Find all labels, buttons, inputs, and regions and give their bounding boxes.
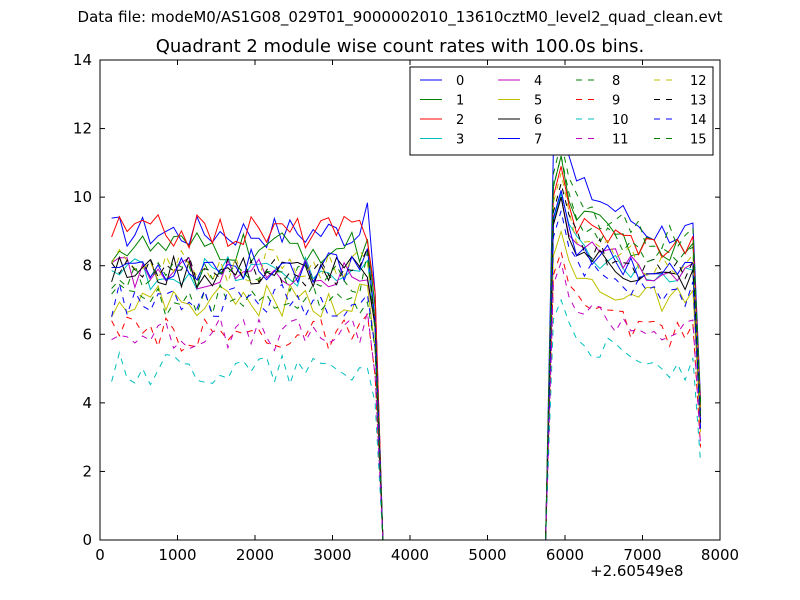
legend-box xyxy=(409,66,714,156)
y-tick-label: 0 xyxy=(82,531,92,549)
series-line-3 xyxy=(111,191,702,541)
x-tick-label: 6000 xyxy=(546,546,584,564)
axis-ticks: 0 1000 2000 3000 4000 5000 6000 7000 80000246810… xyxy=(73,51,739,564)
legend-label-2: 2 xyxy=(456,113,464,128)
x-tick-label: 2000 xyxy=(236,546,274,564)
series-line-12 xyxy=(111,172,702,541)
x-tick-label: 8000 xyxy=(701,546,739,564)
y-tick-label: 10 xyxy=(73,188,92,206)
series-line-11 xyxy=(111,260,702,541)
series-line-15 xyxy=(111,155,702,541)
legend-label-3: 3 xyxy=(456,133,464,148)
x-tick-label: 1000 xyxy=(158,546,196,564)
x-offset-label: +2.60549e8 xyxy=(590,562,684,580)
chart-suptitle: Data file: modeM0/AS1G08_029T01_90000020… xyxy=(77,8,723,26)
y-tick-label: 12 xyxy=(73,120,92,138)
x-tick-label: 0 xyxy=(95,546,105,564)
x-tick-label: 5000 xyxy=(468,546,506,564)
chart-title: Quadrant 2 module wise count rates with … xyxy=(155,36,645,57)
legend-label-13: 13 xyxy=(690,94,707,109)
legend-label-8: 8 xyxy=(612,74,620,89)
series-line-10 xyxy=(111,298,702,541)
legend-label-6: 6 xyxy=(534,113,542,128)
legend-label-7: 7 xyxy=(534,133,542,148)
series-line-13 xyxy=(111,181,702,541)
legend-label-9: 9 xyxy=(612,94,620,109)
y-tick-label: 2 xyxy=(82,462,92,480)
y-tick-label: 6 xyxy=(82,325,92,343)
series-line-0 xyxy=(111,114,702,541)
y-tick-label: 14 xyxy=(73,51,92,69)
x-tick-label: 3000 xyxy=(313,546,351,564)
series-line-9 xyxy=(111,250,702,541)
series-line-1 xyxy=(111,155,702,541)
series-line-4 xyxy=(111,196,702,541)
legend-label-14: 14 xyxy=(690,113,707,128)
legend-label-5: 5 xyxy=(534,94,542,109)
series-line-6 xyxy=(111,196,702,541)
plot-lines xyxy=(111,114,702,541)
series-line-5 xyxy=(111,229,702,541)
legend-label-15: 15 xyxy=(690,133,707,148)
legend-label-10: 10 xyxy=(612,113,629,128)
legend-label-1: 1 xyxy=(456,94,464,109)
legend-label-12: 12 xyxy=(690,74,707,89)
legend-label-11: 11 xyxy=(612,133,629,148)
legend-label-4: 4 xyxy=(534,74,542,89)
y-tick-label: 4 xyxy=(82,394,92,412)
series-line-7 xyxy=(111,190,702,541)
series-line-14 xyxy=(111,210,702,541)
series-line-8 xyxy=(111,142,702,541)
legend-label-0: 0 xyxy=(456,74,464,89)
y-tick-label: 8 xyxy=(82,257,92,275)
x-tick-label: 4000 xyxy=(391,546,429,564)
series-line-2 xyxy=(111,166,702,541)
x-tick-label: 7000 xyxy=(623,546,661,564)
